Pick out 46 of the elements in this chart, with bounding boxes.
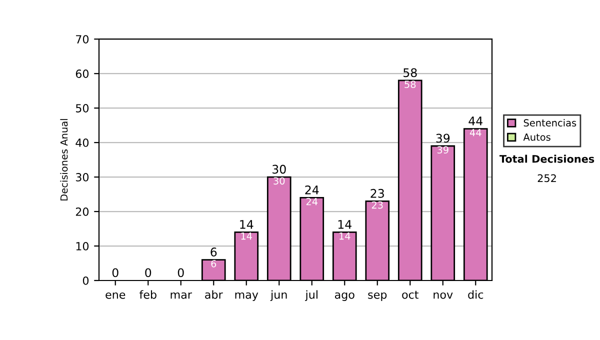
- x-tick-label: oct: [402, 290, 418, 299]
- total-label: 58: [404, 68, 417, 78]
- text: Total Decisiones: [499, 154, 594, 163]
- x-tick-label: sep: [368, 292, 387, 301]
- data-label: 44: [470, 129, 482, 136]
- x-tick-label: nov: [434, 292, 453, 299]
- total-label: 14: [338, 220, 352, 229]
- total-label: 23: [370, 188, 384, 198]
- x-tick-label: feb: [139, 290, 156, 299]
- total-label: 6: [210, 248, 217, 256]
- x-tick-label: abr: [205, 290, 223, 299]
- data-label: 30: [274, 177, 285, 185]
- total-label: 0: [112, 268, 118, 278]
- data-label: 23: [372, 201, 383, 209]
- x-tick-label: jul: [305, 290, 318, 301]
- y-tick-label: 40: [76, 138, 89, 147]
- data-label: 14: [340, 232, 350, 240]
- total-label: 24: [305, 185, 319, 194]
- total-label: 44: [468, 116, 482, 126]
- y-tick-label: 30: [76, 173, 89, 182]
- x-tick-label: mar: [170, 292, 192, 299]
- y-tick-label: 60: [76, 70, 89, 78]
- x-tick-label: ago: [334, 292, 354, 301]
- data-label: 6: [211, 260, 216, 268]
- total-label: 0: [178, 268, 184, 278]
- x-tick-label: ene: [106, 292, 126, 299]
- legend-label: Sentencias: [524, 118, 576, 127]
- y-tick-label: 10: [76, 242, 89, 250]
- x-tick-label: may: [235, 292, 258, 301]
- data-label: 58: [404, 80, 416, 88]
- text: 252: [538, 174, 556, 182]
- legend-label: Autos: [523, 134, 550, 141]
- data-label: 39: [437, 146, 448, 154]
- total-label: 39: [436, 134, 450, 143]
- y-tick-label: 0: [82, 276, 89, 285]
- data-label: 24: [306, 198, 318, 206]
- total-label: 0: [145, 268, 152, 278]
- y-tick-label: 20: [76, 208, 89, 216]
- y-tick-label: 50: [76, 104, 89, 112]
- y-axis-title: Decisiones Anual: [60, 119, 68, 200]
- x-tick-label: dic: [468, 290, 484, 299]
- x-tick-label: jun: [270, 290, 287, 301]
- data-label: 14: [241, 232, 252, 240]
- total-label: 14: [240, 220, 254, 229]
- y-tick-label: 70: [76, 35, 89, 44]
- total-label: 30: [272, 164, 286, 174]
